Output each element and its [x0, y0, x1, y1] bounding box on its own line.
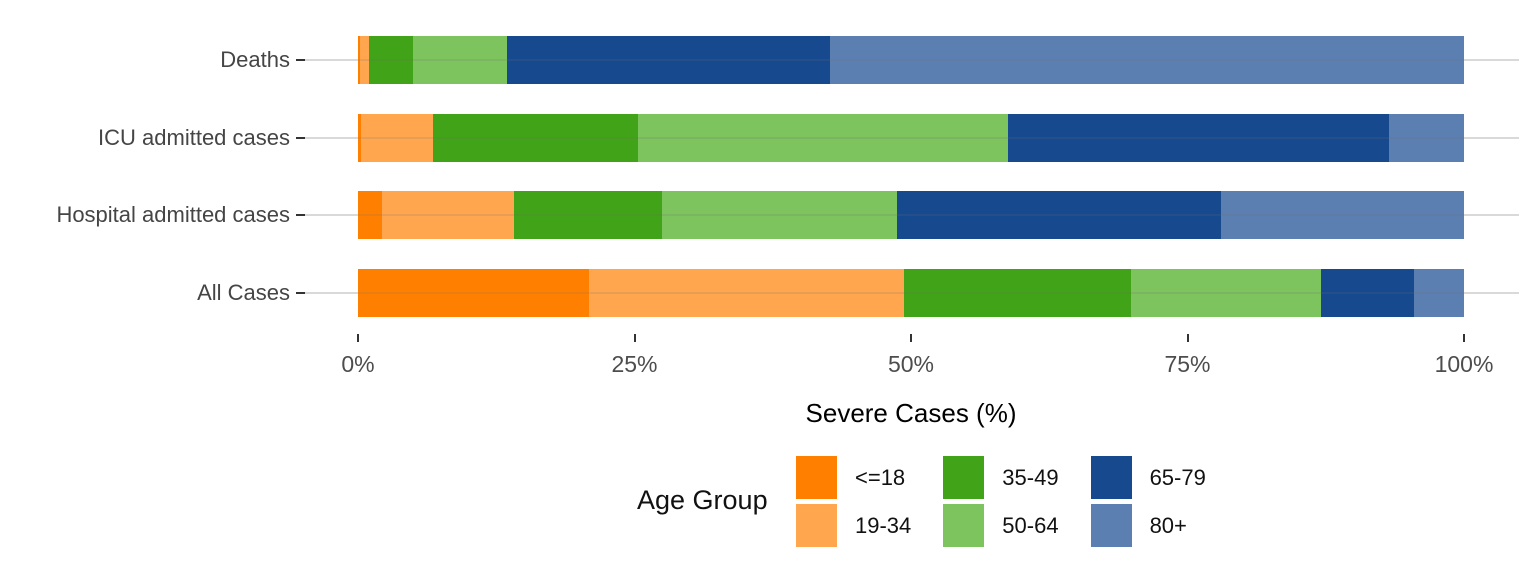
bar-segment: [358, 114, 362, 162]
legend-swatch-5064: [943, 504, 985, 547]
legend-entry: 50-64: [943, 504, 1059, 547]
x-axis-tick: [1463, 334, 1465, 342]
x-tick-label: 50%: [887, 351, 935, 377]
bar-segment: [361, 114, 434, 162]
legend-swatch-6579: [1090, 456, 1132, 499]
gridline-overlay: [358, 59, 1464, 61]
bar-segment: [1414, 269, 1464, 317]
legend-entry: 19-34: [796, 504, 911, 547]
gridline-overlay: [358, 137, 1464, 139]
legend-entry: 80+: [1090, 504, 1206, 547]
y-axis-tick: [296, 137, 305, 139]
legend-entry: 35-49: [943, 456, 1059, 499]
bar-segment: [358, 191, 383, 239]
x-tick-label: 75%: [1164, 351, 1211, 377]
legend-swatch-1934: [796, 504, 837, 547]
x-tick-label: 100%: [1434, 351, 1494, 377]
legend-entry: <=18: [796, 456, 911, 499]
y-axis-label: Hospital admitted cases: [56, 202, 290, 227]
bar-segment: [369, 36, 414, 84]
bar-segment: [513, 191, 663, 239]
bar-segment: [507, 36, 831, 84]
legend-label: <=18: [855, 464, 906, 490]
x-tick-label: 25%: [611, 351, 658, 377]
bar-segment: [830, 36, 1464, 84]
bar-segment: [1388, 114, 1464, 162]
bar-segment: [1131, 269, 1322, 317]
x-axis-tick: [633, 334, 636, 342]
gridline-overlay: [358, 214, 1464, 216]
legend-label: 35-49: [1002, 464, 1059, 490]
x-axis-tick: [1186, 334, 1189, 342]
bar-segment: [433, 114, 638, 162]
bar-row: [358, 191, 1464, 239]
legend-entry: 65-79: [1090, 456, 1206, 499]
y-axis-label: ICU admitted cases: [98, 125, 290, 150]
bar-segment: [1008, 114, 1389, 162]
bar-segment: [360, 36, 370, 84]
legend-title: Age Group: [637, 485, 768, 515]
legend-swatch-3549: [943, 456, 985, 499]
bar-segment: [1321, 269, 1415, 317]
legend-swatch-18: [796, 456, 837, 499]
y-axis-tick: [296, 214, 305, 216]
legend-label: 19-34: [855, 512, 912, 538]
legend-label: 50-64: [1002, 512, 1059, 538]
bar-segment: [904, 269, 1132, 317]
bar-segment: [358, 269, 590, 317]
bar-segment: [662, 191, 897, 239]
bar-segment: [1220, 191, 1464, 239]
y-axis-label: All Cases: [197, 280, 290, 305]
bar-segment: [382, 191, 514, 239]
legend-items: <=18 19-34 35-49 50-64 65-79 80+: [796, 456, 1206, 547]
y-axis-label: Deaths: [220, 47, 290, 72]
x-tick-label: 0%: [341, 351, 375, 377]
bar-row: [358, 36, 1464, 84]
x-axis-tick: [357, 334, 359, 342]
legend-swatch-80+: [1090, 504, 1132, 547]
y-axis-tick: [296, 292, 305, 294]
bar-segment: [358, 36, 361, 84]
bar-row: [358, 269, 1464, 317]
bar-segment: [637, 114, 1009, 162]
bar-row: [358, 114, 1464, 162]
bar-segment: [589, 269, 905, 317]
legend-label: 65-79: [1149, 464, 1206, 490]
y-axis-tick: [296, 59, 305, 61]
x-axis-title: Severe Cases (%): [805, 398, 1017, 428]
bar-segment: [896, 191, 1221, 239]
x-axis-tick: [910, 334, 912, 342]
legend-label: 80+: [1149, 512, 1187, 538]
bar-segment: [413, 36, 508, 84]
gridline-overlay: [358, 292, 1464, 294]
